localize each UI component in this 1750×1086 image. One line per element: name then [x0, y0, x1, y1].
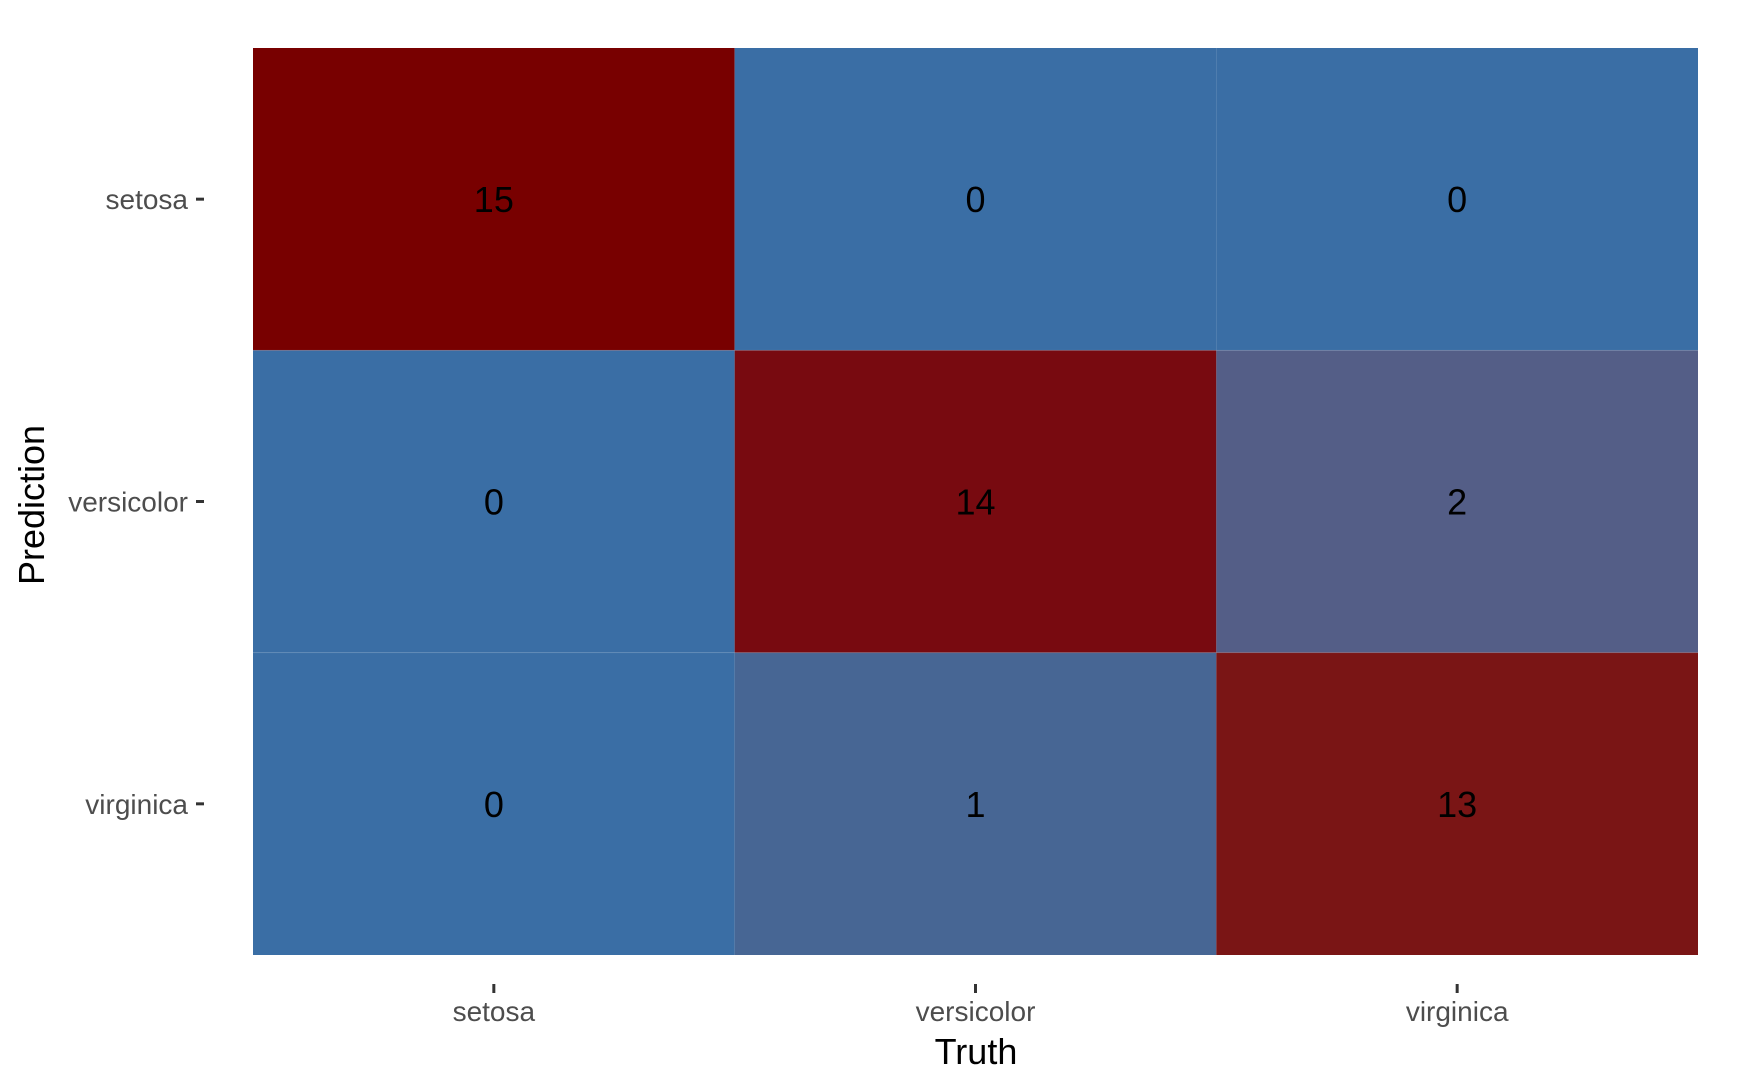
cell-versicolor-setosa: [253, 350, 735, 653]
cell-value-virginica-versicolor: 1: [965, 784, 985, 825]
y-axis-title: Prediction: [11, 425, 52, 585]
cell-value-virginica-virginica: 13: [1437, 784, 1477, 825]
cell-setosa-setosa: [253, 48, 735, 351]
cell-versicolor-versicolor: [734, 350, 1217, 653]
y-axis: setosa versicolor virginica: [68, 184, 204, 820]
cell-setosa-versicolor: [734, 48, 1217, 351]
x-axis-title: Truth: [935, 1031, 1018, 1072]
x-tick-label-virginica: virginica: [1406, 996, 1509, 1027]
cell-value-versicolor-versicolor: 14: [955, 482, 995, 523]
y-tick-label-virginica: virginica: [85, 789, 188, 820]
cell-value-versicolor-setosa: 0: [484, 482, 504, 523]
cell-virginica-virginica: [1216, 652, 1698, 955]
x-axis: setosa versicolor virginica: [453, 984, 1509, 1027]
y-tick-label-setosa: setosa: [106, 184, 189, 215]
cell-setosa-virginica: [1216, 48, 1698, 351]
cell-labels-layer: 15 0 0 0 14 2 0 1 13: [474, 179, 1477, 825]
x-tick-label-versicolor: versicolor: [916, 996, 1036, 1027]
cell-value-setosa-virginica: 0: [1447, 179, 1467, 220]
cell-value-setosa-setosa: 15: [474, 179, 514, 220]
cell-virginica-versicolor: [734, 652, 1217, 955]
cell-value-virginica-setosa: 0: [484, 784, 504, 825]
cell-value-setosa-versicolor: 0: [965, 179, 985, 220]
x-tick-label-setosa: setosa: [453, 996, 536, 1027]
cells-layer: [253, 48, 1698, 955]
cell-value-versicolor-virginica: 2: [1447, 482, 1467, 523]
cell-versicolor-virginica: [1216, 350, 1698, 653]
cell-virginica-setosa: [253, 652, 735, 955]
y-tick-label-versicolor: versicolor: [68, 487, 188, 518]
